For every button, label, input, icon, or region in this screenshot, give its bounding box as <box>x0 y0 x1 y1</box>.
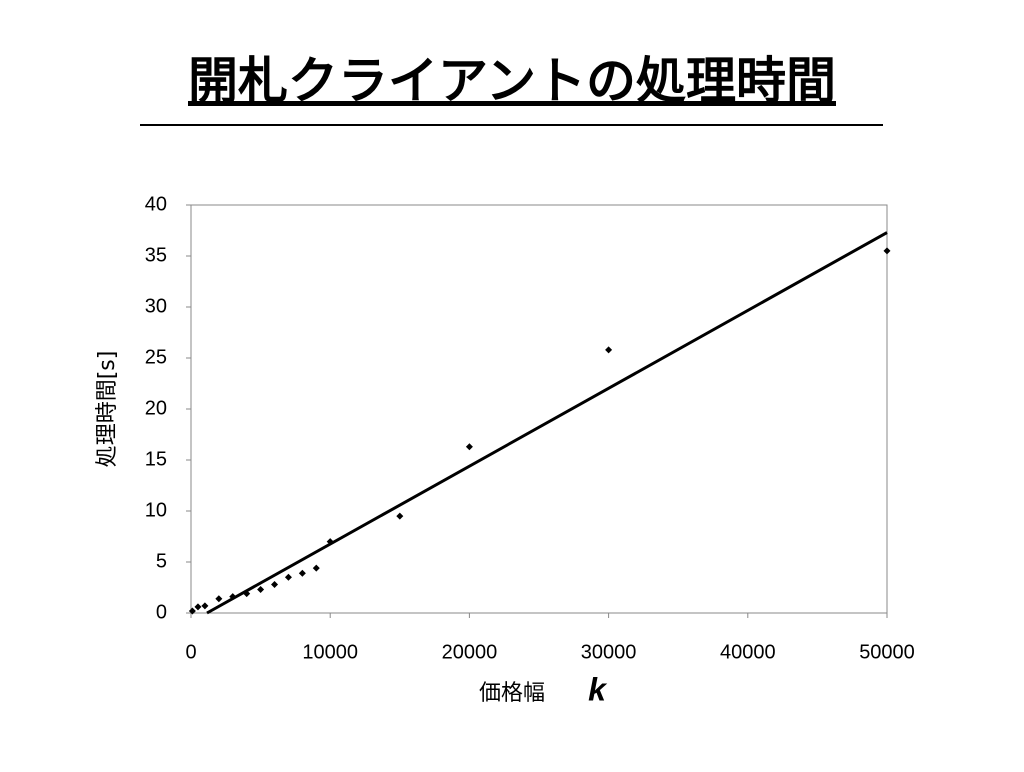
x-axis-variable: k <box>588 671 608 707</box>
data-point <box>284 573 292 581</box>
data-point <box>201 602 209 610</box>
y-tick-label: 40 <box>145 193 167 215</box>
y-axis-title: 処理時間[s] <box>95 351 120 468</box>
data-point <box>188 607 196 615</box>
data-point <box>465 443 473 451</box>
data-point <box>326 538 334 546</box>
data-point <box>243 590 251 598</box>
trend-line <box>206 231 888 615</box>
y-tick-label: 30 <box>145 295 167 317</box>
x-tick-label: 40000 <box>720 641 776 663</box>
data-point <box>271 580 279 588</box>
data-point <box>312 564 320 572</box>
data-point <box>215 595 223 603</box>
y-tick-label: 15 <box>145 448 167 470</box>
plot-area <box>190 204 888 614</box>
data-point <box>605 346 613 354</box>
x-tick-label: 20000 <box>442 641 498 663</box>
y-tick-label: 5 <box>156 550 167 572</box>
data-point <box>229 593 237 601</box>
data-point <box>396 512 404 520</box>
data-point <box>257 586 265 594</box>
data-point <box>883 247 891 255</box>
data-point <box>298 569 306 577</box>
x-tick-label: 30000 <box>581 641 637 663</box>
x-tick-label: 10000 <box>302 641 358 663</box>
slide-title: 開札クライアントの処理時間 <box>188 52 836 110</box>
y-tick-label: 10 <box>145 499 167 521</box>
x-axis-title: 価格幅 <box>479 681 545 706</box>
y-tick-label: 25 <box>145 346 167 368</box>
y-tick-label: 20 <box>145 397 167 419</box>
y-tick-label: 0 <box>156 601 167 623</box>
x-tick-label: 50000 <box>859 641 915 663</box>
x-tick-label: 0 <box>185 641 196 663</box>
y-tick-label: 35 <box>145 244 167 266</box>
data-point <box>194 603 202 611</box>
